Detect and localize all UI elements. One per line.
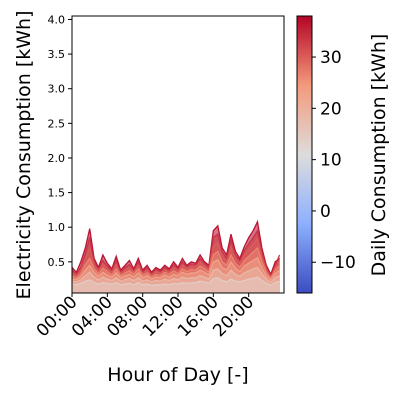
y-axis-ticks: 0.5 1.0 1.5 2.0 2.5 3.0 3.5 4.0 — [48, 13, 72, 269]
series-line-2 — [72, 236, 281, 279]
series-area-6 — [72, 277, 280, 293]
colorbar-ticks: −10 0 10 20 30 — [312, 48, 356, 273]
colorbar-gradient — [296, 15, 313, 294]
series-layer — [72, 219, 281, 293]
y-tick-label: 1.0 — [48, 221, 66, 234]
series-line-5 — [72, 266, 280, 284]
y-axis-title: Electricity Consumption [kWh] — [13, 11, 35, 300]
y-tick-label: 4.0 — [48, 13, 66, 26]
colorbar-tick-label: 20 — [320, 99, 342, 119]
y-tick-label: 1.5 — [48, 187, 66, 200]
series-line-6 — [72, 276, 280, 287]
colorbar-tick-label: 10 — [320, 151, 342, 171]
colorbar-tick-label: −10 — [320, 253, 356, 273]
colorbar-tick-label: 0 — [320, 202, 331, 222]
x-axis-title: Hour of Day [-] — [107, 364, 248, 386]
colorbar: −10 0 10 20 30 Daily Consumption [kWh] — [296, 15, 390, 294]
colorbar-tick-label: 30 — [320, 48, 342, 68]
colorbar-title: Daily Consumption [kWh] — [368, 34, 390, 277]
y-tick-label: 2.0 — [48, 152, 66, 165]
series-line-3 — [72, 246, 281, 280]
y-tick-label: 2.5 — [48, 117, 66, 130]
y-tick-label: 3.5 — [48, 48, 66, 61]
series-line-4 — [72, 256, 281, 282]
y-tick-label: 0.5 — [48, 256, 66, 269]
series-line-0 — [72, 219, 280, 276]
y-tick-label: 3.0 — [48, 83, 66, 96]
series-line-1 — [72, 228, 281, 278]
x-tick-label: 20:00 — [209, 292, 258, 341]
